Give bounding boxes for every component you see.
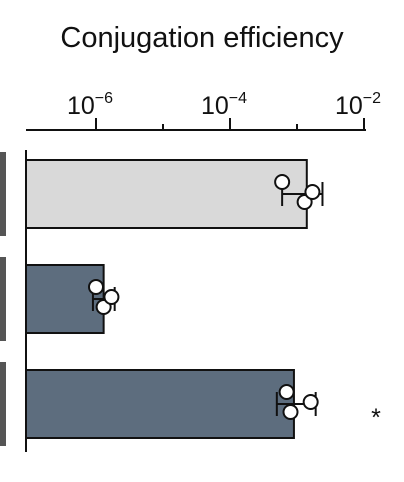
x-tick-label-2: 10−2 — [335, 90, 381, 120]
significance-annotation-2: * — [371, 404, 381, 432]
x-tick-label-base: 10 — [335, 92, 363, 120]
category-label-block-2 — [0, 362, 6, 446]
category-label-block-0 — [0, 152, 6, 236]
data-point-2-2 — [302, 394, 319, 410]
chart-title: Conjugation efficiency — [60, 22, 344, 54]
bars-layer — [25, 159, 308, 439]
axes-layer — [25, 118, 366, 452]
x-tick-label-1: 10−4 — [201, 90, 247, 120]
bar-1 — [25, 264, 105, 334]
data-point-2-1 — [282, 404, 299, 420]
x-tick-label-exponent: −2 — [363, 90, 381, 107]
x-tick-label-base: 10 — [67, 92, 95, 120]
data-point-0-2 — [304, 184, 321, 200]
x-tick-label-exponent: −6 — [95, 90, 113, 107]
data-point-0-0 — [274, 174, 291, 190]
markers-layer — [88, 174, 324, 420]
category-label-block-1 — [0, 257, 6, 341]
category-label-blocks — [0, 152, 6, 446]
bar-0 — [25, 159, 308, 229]
x-tick-label-0: 10−6 — [67, 90, 113, 120]
x-tick-label-exponent: −4 — [229, 90, 247, 107]
bar-2 — [25, 369, 295, 439]
data-point-1-0 — [88, 279, 104, 295]
data-point-2-0 — [278, 384, 295, 400]
data-point-1-2 — [103, 289, 120, 305]
labels-layer: 10−6 10−4 10−2* — [67, 90, 381, 432]
x-tick-label-base: 10 — [201, 92, 229, 120]
